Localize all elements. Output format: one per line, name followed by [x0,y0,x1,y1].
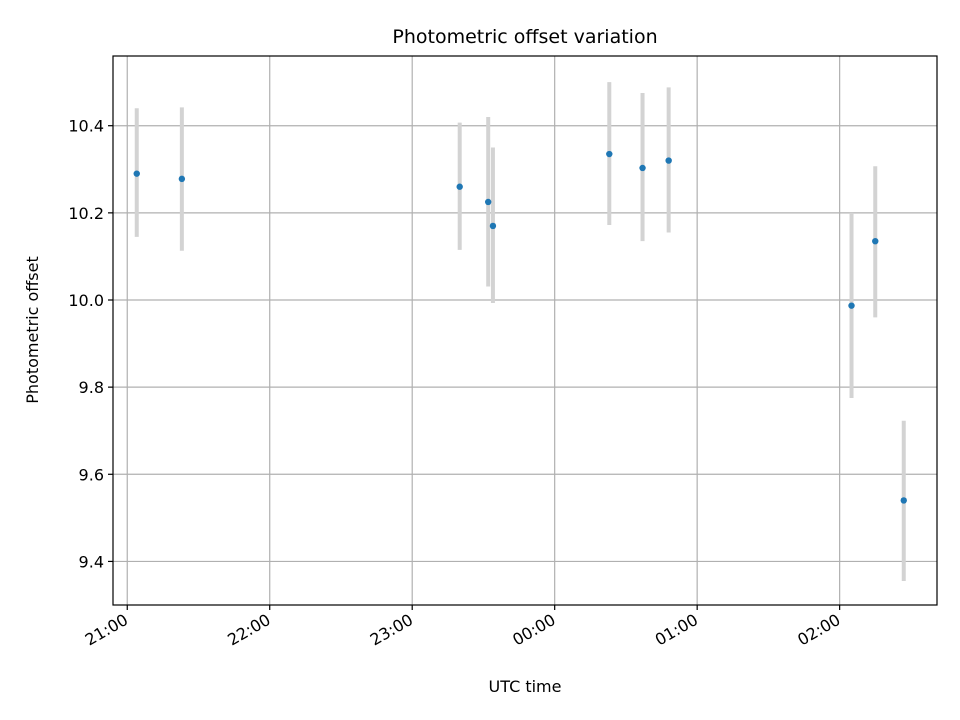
x-axis-label: UTC time [489,677,562,696]
data-point [484,198,492,206]
y-tick-label: 10.4 [68,117,104,136]
data-point [848,302,855,309]
axis-ticks: 21:00 22:00 23:00 00:00 01:00 02:00 9.4 9.6 9.8 1… [68,117,843,650]
y-tick-label: 9.4 [79,552,104,571]
data-point [665,157,672,164]
data-point [456,183,463,190]
data-point [639,164,646,172]
data-point [606,150,613,158]
x-tick-label: 00:00 [509,610,558,650]
y-axis-label: Photometric offset [23,256,42,404]
x-tick-label: 21:00 [82,610,131,650]
y-tick-label: 10.0 [68,291,104,310]
data-point [178,175,186,183]
x-tick-label: 02:00 [794,610,843,650]
x-tick-label: 01:00 [652,610,701,650]
x-tick-label: 23:00 [367,610,416,650]
data-point [133,170,140,177]
plot-area-frame [112,55,938,606]
data-point [872,237,879,245]
data-point [900,497,907,504]
data-layer [133,82,907,582]
y-tick-label: 9.8 [79,378,104,397]
y-tick-label: 9.6 [79,465,104,484]
x-tick-label: 22:00 [224,610,273,650]
y-tick-label: 10.2 [68,204,104,223]
data-point [489,222,497,230]
chart-title: Photometric offset variation [392,26,657,48]
grid-lines [113,56,937,605]
